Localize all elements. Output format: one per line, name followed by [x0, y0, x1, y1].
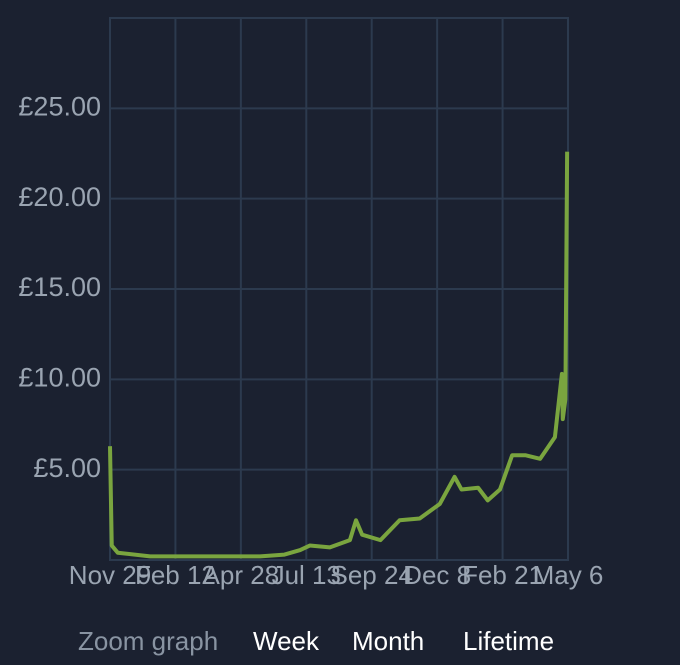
y-tick-label: £10.00: [18, 362, 101, 392]
zoom-option[interactable]: Lifetime: [463, 626, 554, 656]
price-line: [108, 151, 570, 559]
x-tick-label: Nov 29: [69, 560, 151, 590]
zoom-option[interactable]: Month: [352, 626, 424, 656]
x-tick-label: Feb 21: [462, 560, 543, 590]
x-tick-label: Feb 12: [135, 560, 216, 590]
y-tick-label: £20.00: [18, 182, 101, 212]
y-tick-label: £5.00: [33, 453, 101, 483]
x-tick-label: May 6: [533, 560, 604, 590]
zoom-option[interactable]: Week: [253, 626, 320, 656]
x-tick-label: Sep 24: [331, 560, 413, 590]
y-tick-label: £25.00: [18, 91, 101, 121]
x-tick-label: Apr 28: [203, 560, 280, 590]
x-tick-label: Jul 13: [272, 560, 341, 590]
zoom-label: Zoom graph: [78, 626, 218, 656]
x-tick-label: Dec 8: [403, 560, 471, 590]
y-tick-label: £15.00: [18, 272, 101, 302]
